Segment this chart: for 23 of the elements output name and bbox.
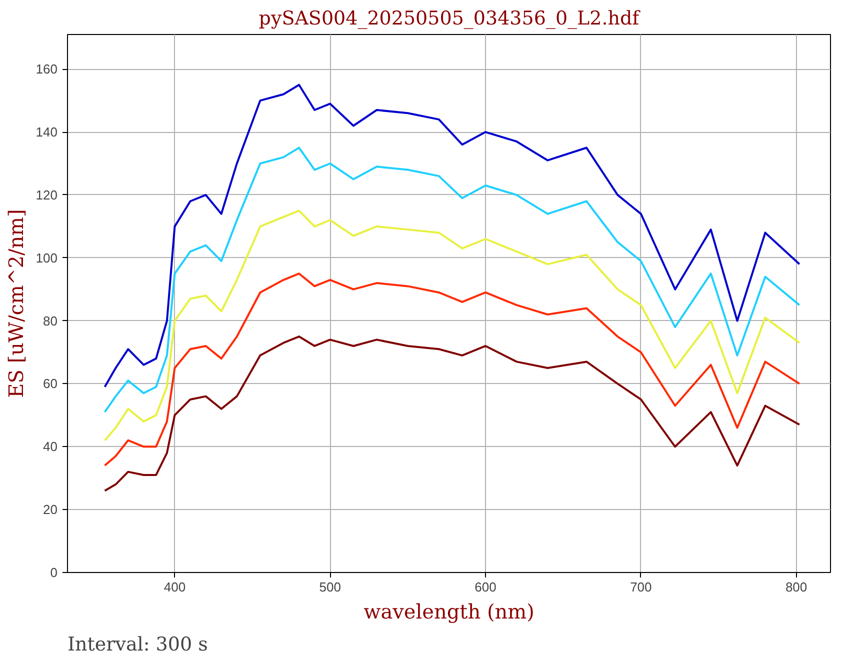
y-tick-label: 120: [36, 187, 58, 202]
x-tick-label: 700: [630, 580, 652, 594]
y-tick-label: 0: [50, 565, 58, 580]
text: Interval: 300 s: [68, 634, 208, 656]
x-tick-label: 400: [164, 580, 186, 594]
line-series: [104, 146, 800, 414]
x-tick-label: 800: [785, 580, 808, 594]
x-axis-title: wavelength (nm): [364, 600, 534, 624]
line-series: [104, 84, 800, 388]
chart-title: pySAS004_20250505_034356_0_L2.hdf: [258, 8, 642, 30]
y-tick-label: 40: [43, 439, 58, 454]
y-tick-label: 100: [36, 250, 58, 266]
x-tick-label: 500: [319, 580, 341, 594]
y-tick-label: 80: [43, 313, 58, 328]
line-series: [104, 272, 800, 467]
y-tick-label: 60: [43, 376, 58, 392]
x-tick-label: 600: [474, 580, 496, 594]
line-series: [104, 210, 800, 442]
y-tick-label: 160: [36, 62, 58, 77]
y-tick-label: 20: [43, 502, 58, 518]
line-series: [104, 336, 800, 492]
y-axis-title: ES [uW/cm^2/nm]: [4, 209, 28, 398]
y-tick-label: 140: [36, 124, 58, 140]
